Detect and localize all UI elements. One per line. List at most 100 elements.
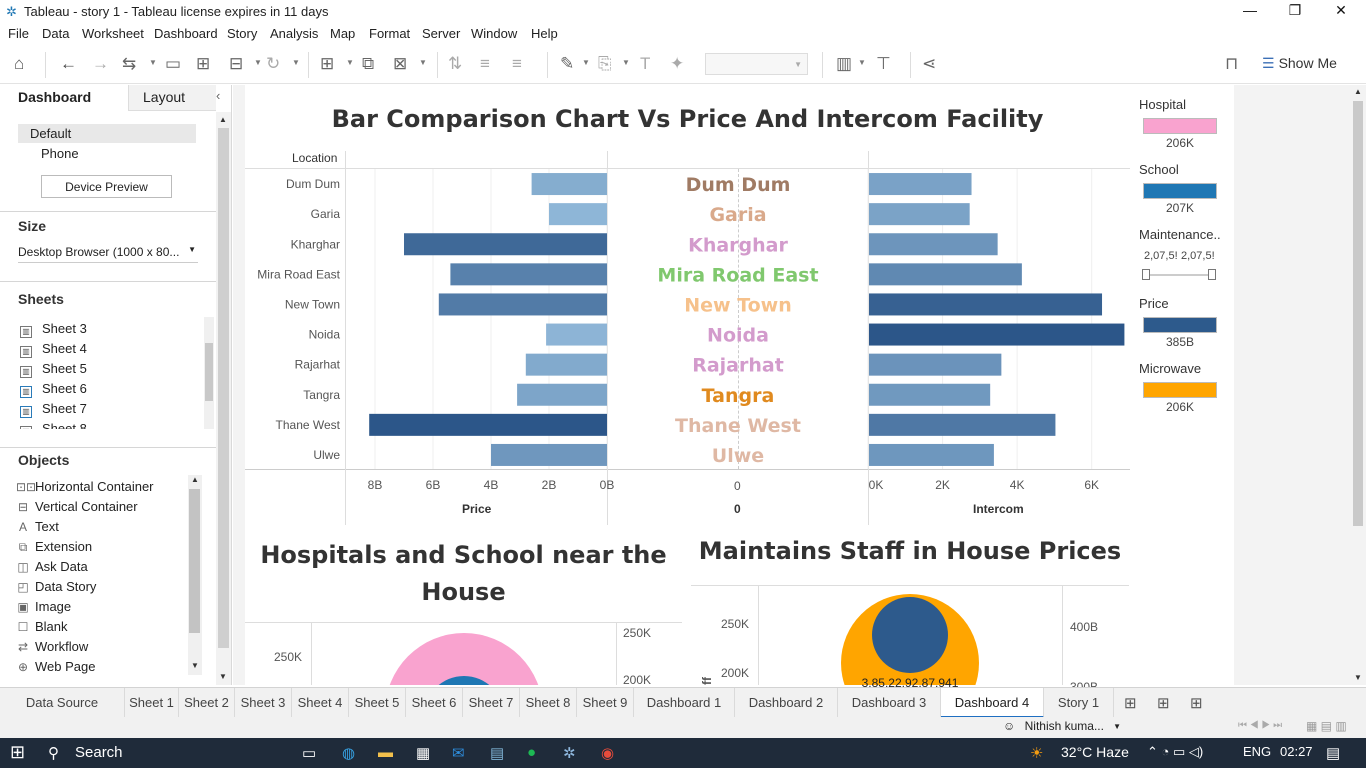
- sheet-tab[interactable]: Dashboard 2: [735, 688, 838, 718]
- edge-icon[interactable]: ◍: [342, 745, 356, 762]
- labels-icon[interactable]: T: [640, 54, 651, 73]
- object-item[interactable]: ▣ Image: [16, 599, 71, 614]
- menu-format[interactable]: Format: [369, 26, 411, 41]
- sheets-scrollbar[interactable]: [204, 317, 214, 429]
- range-handle-right[interactable]: [1208, 269, 1216, 280]
- object-item[interactable]: ◰ Data Story: [16, 579, 96, 594]
- sheet-tab[interactable]: Sheet 9: [577, 688, 634, 718]
- legend-hospital-swatch[interactable]: [1143, 118, 1217, 134]
- clear-sheet-icon[interactable]: ⊠: [393, 54, 408, 73]
- sheet-tab[interactable]: Dashboard 1: [634, 688, 735, 718]
- close-button[interactable]: ✕: [1335, 2, 1347, 18]
- object-item[interactable]: ⊡⊡Horizontal Container: [16, 479, 154, 494]
- store-icon[interactable]: ▦: [416, 745, 431, 762]
- pin-icon[interactable]: ✦: [670, 54, 685, 73]
- redo-icon[interactable]: →: [92, 54, 109, 73]
- tab-dashboard[interactable]: Dashboard: [0, 85, 128, 111]
- chrome-icon[interactable]: ◉: [601, 745, 615, 762]
- sheet-item[interactable]: ▥ Sheet 4: [20, 341, 87, 358]
- sheet-tab[interactable]: Data Source: [0, 688, 125, 718]
- menu-file[interactable]: File: [8, 26, 29, 41]
- weather-text[interactable]: 32°C Haze: [1061, 744, 1129, 760]
- object-item[interactable]: ◫ Ask Data: [16, 559, 87, 574]
- swap-icon[interactable]: ⇅: [448, 54, 463, 73]
- chevron-down-icon[interactable]: ▼: [346, 58, 354, 67]
- object-item[interactable]: A Text: [16, 519, 59, 534]
- sheet-tab[interactable]: Sheet 4: [292, 688, 349, 718]
- show-cards-icon[interactable]: ▥: [836, 54, 853, 73]
- new-data-source-icon[interactable]: ⊞: [196, 54, 211, 73]
- user-menu[interactable]: ☺ Nithish kuma... ▼: [1003, 719, 1125, 736]
- tray-icons[interactable]: ⌃ ◔ ▭ ◁): [1147, 744, 1204, 759]
- menu-help[interactable]: Help: [531, 26, 558, 41]
- menu-dashboard[interactable]: Dashboard: [154, 26, 218, 41]
- new-story-icon[interactable]: ⊞: [1190, 695, 1203, 712]
- sheet-tab[interactable]: Sheet 1: [125, 688, 179, 718]
- new-worksheet-icon[interactable]: ⊞: [1124, 695, 1137, 712]
- object-item[interactable]: ⧉ Extension: [16, 539, 92, 555]
- legend-school-swatch[interactable]: [1143, 183, 1217, 199]
- device-preview-button[interactable]: Device Preview: [41, 175, 172, 198]
- show-me-button[interactable]: ☰ Show Me: [1262, 55, 1337, 72]
- size-select[interactable]: Desktop Browser (1000 x 80... ▼: [18, 243, 198, 263]
- device-default[interactable]: Default: [18, 124, 196, 143]
- windows-start-icon[interactable]: ⊞: [10, 742, 26, 762]
- duplicate-icon[interactable]: ⧉: [362, 54, 375, 73]
- home-icon[interactable]: ⌂: [14, 54, 25, 73]
- fit-select[interactable]: ▼: [705, 53, 808, 75]
- sheet-tab[interactable]: Sheet 3: [235, 688, 292, 718]
- pause-updates-icon[interactable]: ⊟: [229, 54, 244, 73]
- left-pane-scrollbar[interactable]: ▲ ▼: [216, 112, 231, 685]
- refresh-icon[interactable]: ↻: [266, 54, 281, 73]
- sheet-item[interactable]: ▥ Sheet 7: [20, 401, 87, 418]
- sheet-tab[interactable]: Sheet 6: [406, 688, 463, 718]
- undo-icon[interactable]: ←: [60, 54, 77, 73]
- maintenance-range-slider[interactable]: [1146, 274, 1213, 276]
- language-indicator[interactable]: ENG: [1243, 744, 1272, 759]
- new-worksheet-icon[interactable]: ⊞: [320, 54, 335, 73]
- sheet-tab[interactable]: Dashboard 3: [838, 688, 941, 718]
- chevron-down-icon[interactable]: ▼: [582, 58, 590, 67]
- object-item[interactable]: ⊕ Web Page: [16, 659, 96, 674]
- format-painter-icon[interactable]: ⊓: [1225, 54, 1239, 73]
- notifications-icon[interactable]: ▤: [1326, 745, 1341, 762]
- sheet-item[interactable]: ▥ Sheet 8: [20, 421, 87, 429]
- menu-story[interactable]: Story: [227, 26, 258, 41]
- device-phone[interactable]: Phone: [41, 146, 79, 161]
- sheet-tab[interactable]: Sheet 5: [349, 688, 406, 718]
- group-icon[interactable]: ⎘: [598, 54, 612, 73]
- dashboard-scrollbar[interactable]: ▲ ▼: [1350, 85, 1366, 685]
- sheet-item[interactable]: ▥ Sheet 5: [20, 361, 87, 378]
- spotify-icon[interactable]: ●: [527, 744, 537, 761]
- chevron-down-icon[interactable]: ▼: [292, 58, 300, 67]
- chevron-down-icon[interactable]: ▼: [254, 58, 262, 67]
- range-handle-left[interactable]: [1142, 269, 1150, 280]
- share-icon[interactable]: ⋖: [922, 54, 937, 73]
- chevron-down-icon[interactable]: ▼: [419, 58, 427, 67]
- scroll-down-icon[interactable]: ▼: [1354, 673, 1362, 682]
- object-item[interactable]: ⇄ Workflow: [16, 639, 88, 654]
- menu-window[interactable]: Window: [471, 26, 518, 41]
- minimize-button[interactable]: —: [1243, 2, 1257, 18]
- menu-analysis[interactable]: Analysis: [270, 26, 319, 41]
- view-toggle-icon[interactable]: ▦ ▤ ▥: [1306, 719, 1347, 733]
- collapse-pane-icon[interactable]: ‹: [216, 88, 221, 103]
- chevron-down-icon[interactable]: ▼: [149, 58, 157, 67]
- sheet-tab[interactable]: Sheet 8: [520, 688, 577, 718]
- scroll-up-icon[interactable]: ▲: [191, 475, 199, 484]
- clock[interactable]: 02:27: [1280, 744, 1313, 759]
- highlight-icon[interactable]: ✎: [560, 54, 575, 73]
- taskbar-search[interactable]: Search: [75, 744, 123, 761]
- chevron-down-icon[interactable]: ▼: [858, 58, 866, 67]
- sheet-item[interactable]: ▥ Sheet 3: [20, 321, 87, 338]
- scroll-down-icon[interactable]: ▼: [191, 661, 199, 670]
- legend-price-swatch[interactable]: [1143, 317, 1217, 333]
- object-item[interactable]: ☐ Blank: [16, 619, 68, 634]
- navigation-arrows-icon[interactable]: ⏮ ◀ ▶ ⏭: [1238, 720, 1283, 731]
- tab-layout[interactable]: Layout: [128, 85, 216, 111]
- sort-descending-icon[interactable]: ≡: [512, 54, 522, 73]
- tableau-taskbar-icon[interactable]: ✲: [563, 745, 576, 762]
- legend-microwave-swatch[interactable]: [1143, 382, 1217, 398]
- notepad-icon[interactable]: ▤: [490, 745, 505, 762]
- menu-map[interactable]: Map: [330, 26, 356, 41]
